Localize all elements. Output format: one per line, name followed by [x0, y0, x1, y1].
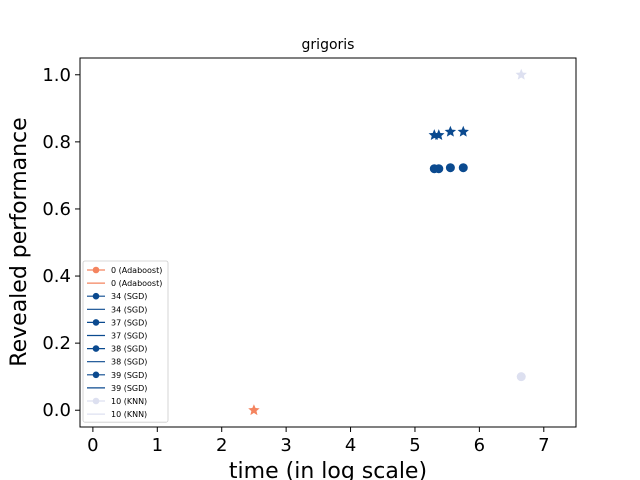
data-point-circle — [434, 164, 444, 174]
legend-item: 37 (SGD) — [87, 332, 147, 341]
legend-item: 34 (SGD) — [87, 305, 147, 314]
legend-label: 39 (SGD) — [111, 371, 147, 380]
legend-marker — [92, 371, 100, 379]
x-tick-label: 3 — [280, 435, 291, 456]
y-tick-label: 0.8 — [42, 132, 71, 153]
legend-label: 37 (SGD) — [111, 318, 147, 327]
legend: 0 (Adaboost) 0 (Adaboost) 34 (SGD) 34 (SGD)… — [82, 260, 169, 423]
data-point-circle — [516, 372, 526, 382]
legend-item: 38 (SGD) — [87, 345, 147, 354]
y-axis: 0.0 0.2 0.4 0.6 0.8 1.0 — [42, 65, 80, 421]
legend-label: 38 (SGD) — [111, 358, 147, 367]
legend-marker — [92, 266, 100, 274]
legend-label: 39 (SGD) — [111, 384, 147, 393]
legend-item: 39 (SGD) — [87, 371, 147, 380]
y-tick-label: 0.6 — [42, 199, 71, 220]
legend-marker — [92, 345, 100, 352]
legend-label: 0 (Adaboost) — [111, 279, 162, 288]
data-points — [248, 68, 527, 416]
x-axis: 0 1 2 3 4 5 6 7 — [87, 427, 550, 456]
plot-area-frame — [79, 57, 577, 428]
legend-item: 37 (SGD) — [87, 318, 147, 327]
legend-label: 34 (SGD) — [111, 305, 147, 314]
legend-box — [82, 260, 169, 423]
legend-marker — [92, 319, 100, 326]
legend-label: 38 (SGD) — [111, 345, 147, 354]
x-tick-label: 7 — [538, 435, 549, 456]
x-tick-label: 5 — [409, 435, 420, 456]
legend-item: 38 (SGD) — [87, 358, 147, 367]
legend-item: 34 (SGD) — [87, 292, 147, 301]
legend-marker — [92, 292, 100, 300]
x-tick-label: 4 — [345, 435, 356, 456]
y-tick-label: 0.2 — [42, 333, 71, 354]
x-axis-label: time (in log scale) — [229, 459, 427, 480]
y-tick-label: 1.0 — [42, 65, 71, 86]
data-point-circle — [445, 163, 455, 173]
y-tick-label: 0.4 — [42, 266, 71, 287]
legend-item: 0 (Adaboost) — [87, 279, 162, 288]
legend-label: 34 (SGD) — [111, 292, 147, 301]
chart-title: grigoris — [302, 37, 355, 53]
x-tick-label: 6 — [474, 435, 485, 456]
x-tick-label: 1 — [152, 435, 163, 456]
legend-label: 10 (KNN) — [111, 397, 147, 406]
legend-label: 10 (KNN) — [111, 410, 147, 419]
legend-item: 10 (KNN) — [87, 397, 147, 406]
data-point-star — [515, 68, 527, 80]
data-point-star — [444, 125, 457, 137]
data-point-star — [457, 125, 469, 137]
x-tick-label: 0 — [87, 435, 98, 456]
data-point-circle — [458, 163, 468, 173]
data-point-star — [248, 404, 260, 416]
x-tick-label: 2 — [216, 435, 227, 456]
legend-label: 0 (Adaboost) — [111, 266, 162, 275]
legend-item: 10 (KNN) — [87, 410, 147, 419]
legend-item: 0 (Adaboost) — [87, 266, 162, 275]
y-tick-label: 0.0 — [42, 400, 71, 421]
y-axis-label: Revealed performance — [7, 117, 32, 366]
legend-item: 39 (SGD) — [87, 384, 147, 393]
legend-marker — [92, 397, 100, 405]
legend-label: 37 (SGD) — [111, 332, 147, 341]
data-point-star — [433, 129, 445, 141]
